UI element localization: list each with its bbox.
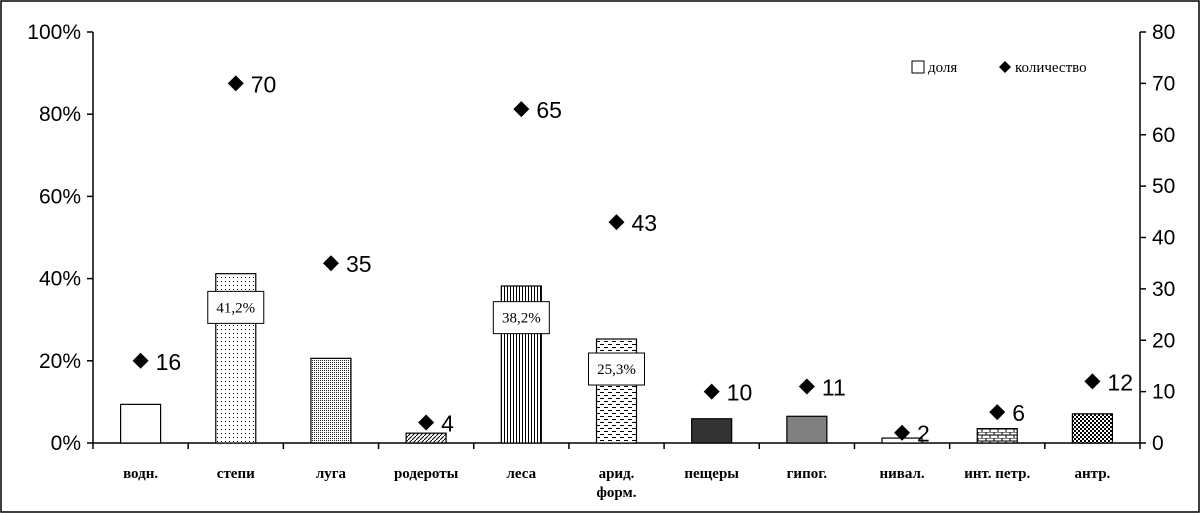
data-label: 25,3% (597, 362, 636, 378)
bar (786, 415, 828, 444)
point-marker (418, 414, 435, 431)
left-tick-label: 80% (39, 103, 81, 126)
point-label: 70 (251, 71, 277, 97)
left-tick-label: 20% (39, 350, 81, 373)
point-label: 11 (822, 374, 846, 400)
data-label: 38,2% (502, 311, 541, 327)
category-label: инт. петр. (964, 466, 1030, 482)
point-label: 43 (632, 210, 658, 236)
point-label: 2 (917, 421, 930, 447)
legend-swatch-marker (999, 61, 1011, 73)
bar (405, 432, 447, 444)
left-tick-label: 60% (39, 185, 81, 208)
left-tick-label: 100% (27, 21, 81, 44)
point-label: 35 (346, 251, 372, 277)
bar (119, 403, 162, 444)
point-marker (513, 101, 530, 118)
category-label: арид. (599, 466, 635, 482)
data-label: 41,2% (216, 300, 255, 316)
point-label: 16 (156, 349, 182, 375)
right-tick-label: 80 (1152, 21, 1175, 44)
data-label-box (492, 301, 550, 335)
point-marker (894, 424, 911, 441)
right-tick-label: 50 (1152, 175, 1175, 198)
point-label: 4 (441, 410, 454, 436)
category-label: леса (507, 466, 537, 482)
point-marker (608, 214, 625, 231)
right-tick-label: 0 (1152, 432, 1164, 455)
bar (976, 428, 1018, 444)
legend-label: доля (928, 60, 957, 76)
legend-label: количество (1015, 60, 1087, 76)
point-marker (322, 255, 339, 272)
right-tick-label: 70 (1152, 72, 1175, 95)
category-label: форм. (597, 485, 637, 501)
bar (310, 357, 352, 444)
category-label: водн. (123, 466, 158, 482)
legend-swatch-bar (911, 60, 925, 74)
point-label: 10 (727, 380, 753, 406)
bar (691, 418, 733, 444)
point-label: 6 (1012, 400, 1025, 426)
category-label: пещеры (684, 466, 739, 482)
right-tick-label: 40 (1152, 227, 1175, 250)
category-label: гипог. (787, 466, 828, 482)
bar (1071, 413, 1114, 444)
point-marker (798, 378, 815, 395)
left-tick-label: 40% (39, 268, 81, 291)
point-marker (1084, 373, 1101, 390)
right-tick-label: 10 (1152, 381, 1175, 404)
category-label: степи (217, 466, 255, 482)
point-label: 65 (536, 97, 562, 123)
right-tick-label: 20 (1152, 329, 1175, 352)
category-label: нивал. (879, 466, 924, 482)
category-label: антр. (1075, 466, 1111, 482)
point-marker (703, 383, 720, 400)
point-label: 12 (1107, 369, 1133, 395)
data-label-box (207, 290, 265, 324)
right-tick-label: 60 (1152, 124, 1175, 147)
point-marker (989, 404, 1006, 421)
point-marker (132, 352, 149, 369)
category-label: луга (316, 466, 347, 482)
category-label: родероты (394, 466, 459, 482)
point-marker (227, 75, 244, 92)
left-tick-label: 0% (51, 432, 81, 455)
right-tick-label: 30 (1152, 278, 1175, 301)
data-label-box (588, 352, 645, 386)
